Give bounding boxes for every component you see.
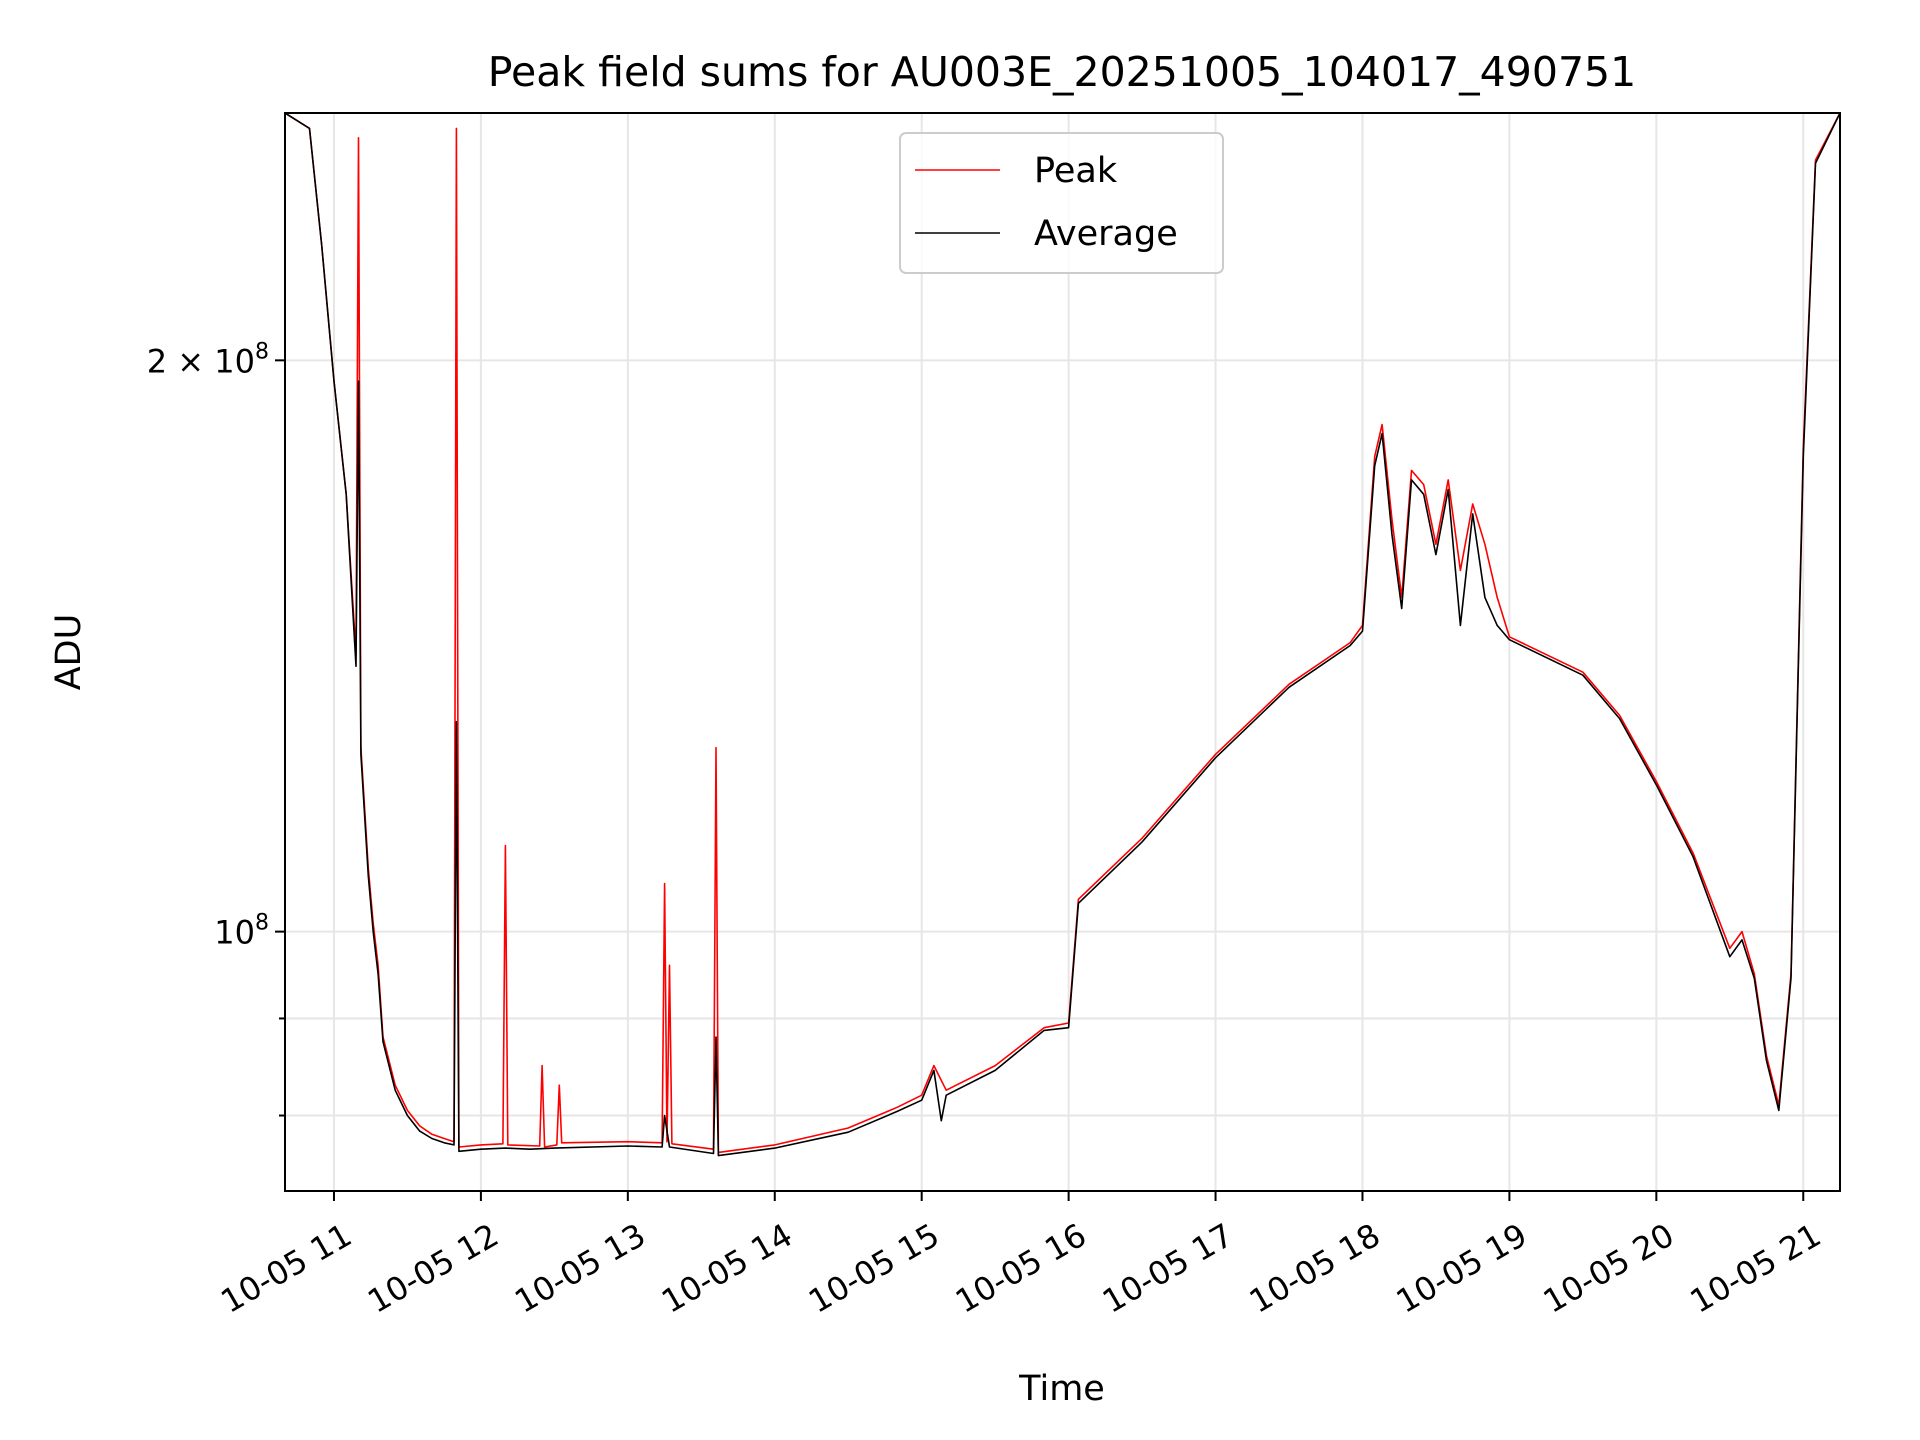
legend-label-peak: Peak	[1034, 151, 1118, 191]
x-axis-label: Time	[1018, 1369, 1105, 1409]
legend-label-average: Average	[1034, 214, 1178, 254]
series-line-peak	[285, 113, 1840, 1154]
legend: Peak Average	[899, 132, 1224, 274]
y-tick-label: 108	[214, 911, 269, 952]
legend-box	[899, 132, 1224, 274]
y-tick-label: 2 × 108	[147, 339, 269, 380]
grid	[285, 113, 1840, 1191]
plot-frame	[284, 112, 1841, 1192]
y-axis-label: ADU	[49, 614, 89, 691]
chart-title: Peak field sums for AU003E_20251005_1040…	[488, 48, 1636, 96]
series-line-average	[285, 113, 1840, 1157]
series-layer	[285, 113, 1840, 1157]
